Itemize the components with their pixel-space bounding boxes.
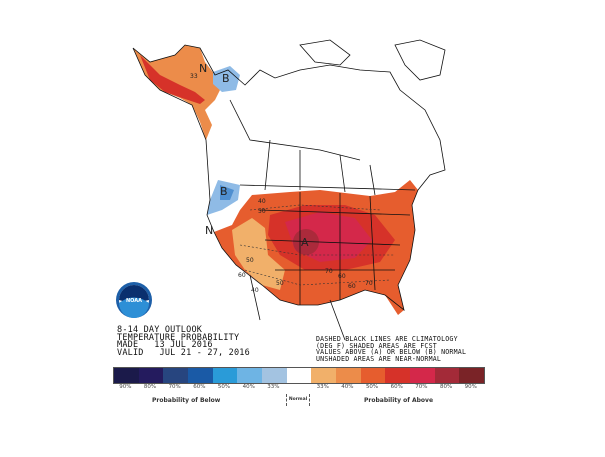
legend-swatch — [385, 368, 411, 383]
legend-swatch — [336, 368, 361, 383]
outlook-title: 8-14 DAY OUTLOOK — [117, 325, 203, 335]
legend-swatch — [237, 368, 263, 383]
note-line: (DEG F) SHADED AREAS ARE FCST — [316, 341, 437, 350]
legend-tick-label: 70% — [415, 384, 428, 390]
contour-label: 33 — [190, 73, 198, 80]
legend-swatch — [188, 368, 213, 383]
normal-marker-california: N — [205, 224, 213, 237]
legend-swatch — [311, 368, 337, 383]
legend-swatch — [163, 368, 189, 383]
contour-label: 50 — [246, 257, 254, 264]
legend-tick-label: 33% — [267, 384, 280, 390]
legend-ticks: 90% 80% 70% 60% 50% 40% 33% 33% 40% 50% 60% 70% 80% 9… — [113, 384, 483, 390]
legend-swatch — [360, 368, 386, 383]
legend-tick-label: 40% — [341, 384, 354, 390]
note-line: UNSHADED AREAS ARE NEAR-NORMAL — [316, 354, 442, 363]
legend-tick-label — [286, 384, 311, 390]
contour-label: 60 — [338, 273, 346, 280]
legend-tick-label: 80% — [143, 384, 157, 390]
us-west-light-region — [232, 218, 285, 290]
below-marker-northwest: B — [220, 185, 228, 198]
legend-tick-label: 50% — [365, 384, 379, 390]
legend-tick-label: 80% — [439, 384, 453, 390]
legend-tick-label: 90% — [464, 384, 477, 390]
legend-swatch — [138, 368, 164, 383]
contour-label: 60 — [238, 272, 246, 279]
legend-swatch — [262, 368, 287, 383]
legend-swatch — [434, 368, 460, 383]
note-line: VALUES ABOVE (A) OR BELOW (B) NORMAL — [316, 348, 467, 357]
alaska-strong-above-region — [140, 55, 205, 104]
legend-tick-label: 60% — [193, 384, 206, 390]
contour-label: 40 — [258, 198, 266, 205]
legend-swatch — [212, 368, 238, 383]
normal-marker-alaska: N — [199, 62, 207, 75]
climatology-lines — [239, 204, 395, 286]
noaa-logo: NOAA — [116, 282, 152, 318]
map-notes: DASHED BLACK LINES ARE CLIMATOLOGY (DEG F… — [316, 336, 466, 362]
legend-swatch — [286, 368, 312, 383]
probability-legend — [113, 367, 485, 384]
legend-tick-label: 70% — [168, 384, 181, 390]
valid-dates: VALID JUL 21 - 27, 2016 — [117, 347, 250, 358]
legend-swatch — [459, 368, 485, 383]
contour-label: 60 — [348, 283, 356, 290]
contour-label: 70 — [365, 280, 373, 287]
legend-tick-label: 40% — [242, 384, 255, 390]
note-line: DASHED BLACK LINES ARE CLIMATOLOGY — [316, 335, 458, 343]
continent-outlines — [132, 39, 446, 341]
contour-label: 50 — [276, 280, 284, 287]
outlook-info: 8-14 DAY OUTLOOK TEMPERATURE PROBABILITY M… — [117, 325, 250, 358]
alaska-below-region — [213, 66, 240, 92]
above-marker: A — [301, 236, 309, 249]
legend-swatch — [410, 368, 435, 383]
above-caption: Probability of Above — [364, 397, 434, 404]
legend-tick-label: 33% — [316, 384, 329, 390]
svg-text:NOAA: NOAA — [126, 298, 142, 304]
legend-swatch — [114, 368, 139, 383]
legend-tick-label: 60% — [390, 384, 403, 390]
contour-label: 70 — [325, 268, 333, 275]
below-caption: Probability of Below — [152, 397, 221, 404]
below-marker-alaska: B — [222, 72, 230, 85]
legend-tick-label: 90% — [119, 384, 132, 390]
made-date: MADE 13 JUL 2016 — [117, 340, 213, 351]
us-core-region — [293, 229, 319, 255]
legend-tick-label: 50% — [217, 384, 231, 390]
contour-label: 50 — [258, 208, 266, 215]
normal-caption: Normal — [286, 394, 310, 406]
contour-label: 40 — [251, 287, 259, 294]
outlook-subtitle: TEMPERATURE PROBABILITY — [117, 332, 240, 343]
northwest-below-core — [220, 185, 234, 200]
